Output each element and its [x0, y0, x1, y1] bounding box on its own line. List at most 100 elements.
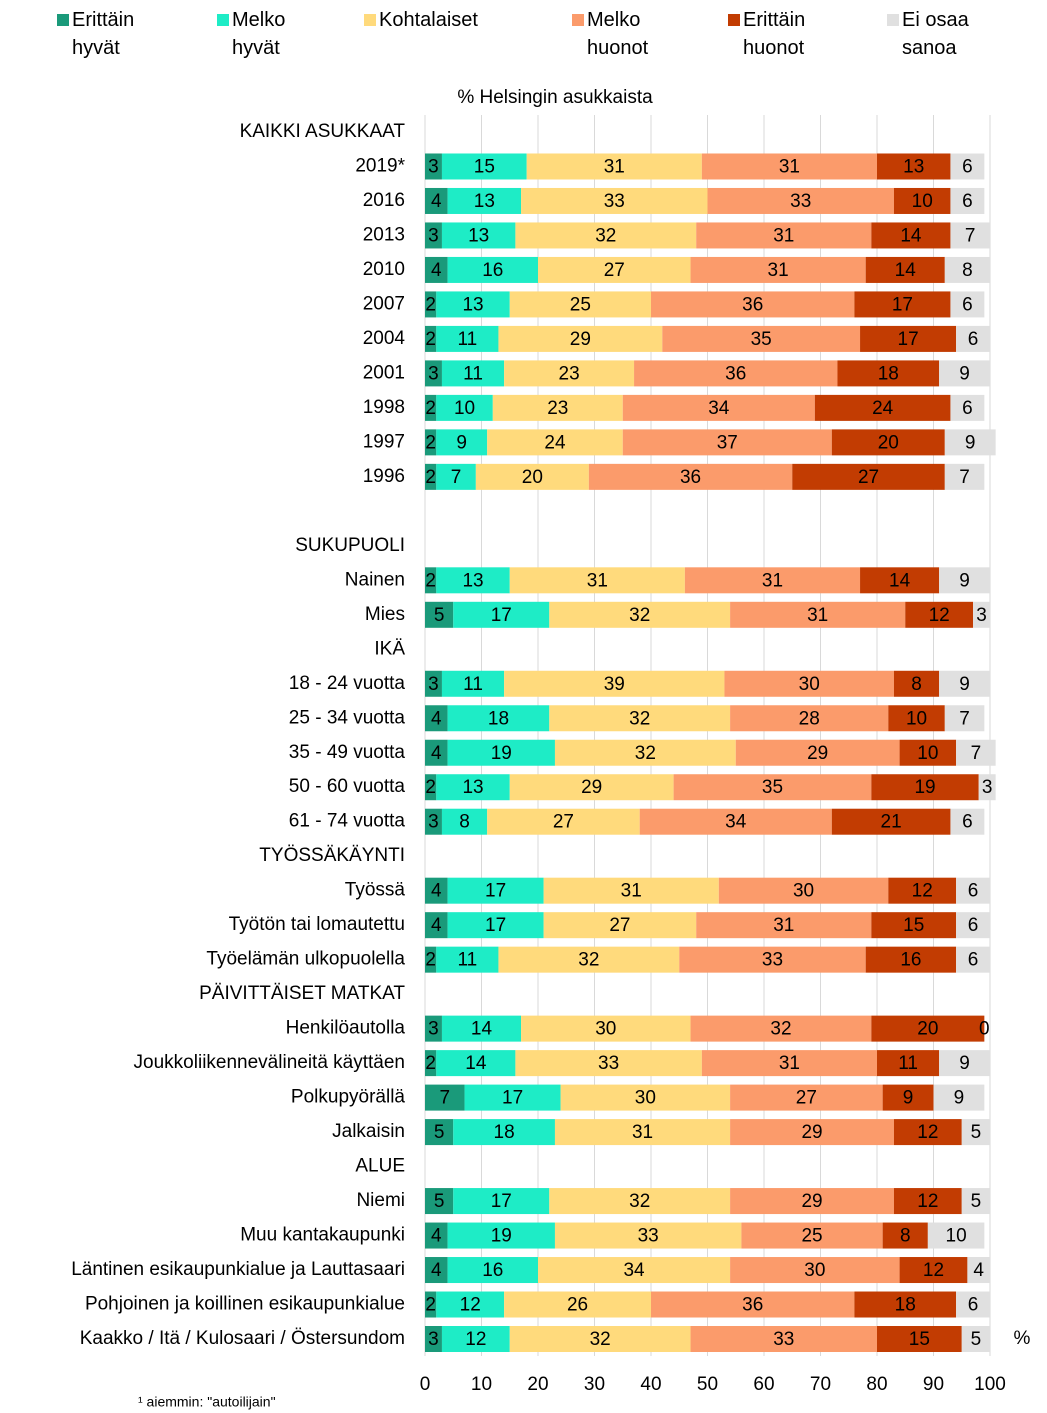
bar-segment	[487, 808, 640, 835]
bar-segment	[447, 877, 544, 904]
data-label: 31	[621, 881, 642, 902]
data-label: 7	[965, 225, 976, 246]
data-label: 9	[959, 570, 970, 591]
data-label: 32	[590, 1329, 611, 1350]
x-tick-label: 80	[866, 1374, 887, 1395]
bar-segment	[860, 325, 957, 352]
data-label: 6	[968, 950, 979, 971]
legend-label: Erittäin huonot	[743, 9, 806, 59]
x-tick-label: 100	[974, 1374, 1006, 1395]
data-label: 15	[474, 157, 495, 178]
data-label: 8	[911, 674, 922, 695]
bar-segment	[447, 705, 550, 732]
y-tick-label: Nainen	[345, 569, 405, 590]
y-tick-label: 2019*	[355, 156, 405, 177]
bar-segment	[425, 187, 448, 214]
bar-segment	[882, 1222, 928, 1249]
bar-segment	[837, 360, 940, 387]
bar-segment	[543, 912, 697, 939]
data-label: 31	[779, 157, 800, 178]
data-label: 10	[946, 1226, 967, 1247]
bar-segment	[701, 1050, 877, 1077]
bar-segment	[933, 1084, 985, 1111]
bar-segment	[425, 325, 437, 352]
bar-segment	[956, 877, 990, 904]
bar-segment	[877, 1326, 962, 1352]
data-label: 30	[804, 1260, 825, 1281]
data-label: 2	[425, 1053, 436, 1074]
data-label: 20	[917, 1019, 938, 1040]
legend-label: Ei osaa sanoa	[902, 9, 969, 59]
bar-segment	[436, 325, 499, 352]
data-label: 17	[491, 605, 512, 626]
x-tick-label: 30	[584, 1374, 605, 1395]
bar-segment	[588, 463, 793, 490]
data-label: 5	[971, 1122, 982, 1143]
data-label: 4	[431, 708, 442, 729]
data-label: 36	[742, 1295, 763, 1316]
bar-segment	[662, 325, 861, 352]
bar-segment	[950, 153, 985, 180]
axis-unit: %	[1014, 1328, 1031, 1349]
data-label: 35	[762, 777, 783, 798]
bar-segment	[425, 1015, 442, 1042]
bar-segment	[956, 739, 996, 766]
data-label: 8	[962, 260, 973, 281]
data-label: 16	[900, 950, 921, 971]
data-label: 9	[959, 674, 970, 695]
data-label: 12	[465, 1329, 486, 1350]
bar-segment	[447, 187, 522, 214]
data-label: 16	[482, 260, 503, 281]
bar-segment	[735, 739, 900, 766]
bar-segment	[425, 567, 437, 594]
legend-item: Melko huonot	[572, 6, 687, 62]
y-tick-label: 2013	[363, 224, 405, 245]
bar-segment	[453, 1119, 555, 1146]
legend-label: Kohtalaiset	[379, 9, 478, 31]
data-label: 13	[474, 191, 495, 212]
data-label: 33	[762, 950, 783, 971]
bar-segment	[436, 774, 510, 801]
bar-segment	[464, 1084, 561, 1111]
data-label: 32	[635, 743, 656, 764]
bar-segment	[425, 601, 454, 628]
bar-segment	[741, 1222, 883, 1249]
data-label: 30	[595, 1019, 616, 1040]
data-label: 27	[553, 812, 574, 833]
bar-segment	[504, 670, 725, 697]
data-label: 5	[434, 605, 445, 626]
x-tick-label: 70	[810, 1374, 831, 1395]
data-label: 9	[456, 432, 467, 453]
data-label: 2	[425, 398, 436, 419]
data-label: 28	[799, 708, 820, 729]
bar-segment	[436, 1050, 516, 1077]
data-label: 10	[912, 191, 933, 212]
bar-segment	[679, 946, 866, 973]
y-tick-label: 2010	[363, 259, 405, 280]
y-tick-label: 25 - 34 vuotta	[289, 707, 406, 728]
bar-segment	[944, 705, 985, 732]
legend-item: Kohtalaiset	[364, 6, 569, 34]
data-label: 7	[971, 743, 982, 764]
data-label: 23	[547, 398, 568, 419]
bar-segment	[436, 567, 510, 594]
bar-segment	[707, 187, 894, 214]
bar-segment	[950, 808, 985, 835]
bar-segment	[701, 153, 877, 180]
data-label: 32	[770, 1019, 791, 1040]
y-tick-label: 2001	[363, 362, 405, 383]
data-label: 4	[431, 260, 442, 281]
bar-segment	[538, 256, 691, 283]
bar-segment	[724, 670, 894, 697]
data-label: 12	[923, 1260, 944, 1281]
bar-segment	[549, 1188, 731, 1215]
y-tick-label: Muu kantakaupunki	[240, 1225, 405, 1246]
bar-segment	[882, 1084, 934, 1111]
data-label: 5	[971, 1191, 982, 1212]
bar-segment	[538, 1257, 731, 1284]
data-label: 34	[708, 398, 730, 419]
legend-swatch	[728, 14, 740, 26]
bar-segment	[961, 1326, 990, 1352]
data-label: 6	[962, 191, 973, 212]
